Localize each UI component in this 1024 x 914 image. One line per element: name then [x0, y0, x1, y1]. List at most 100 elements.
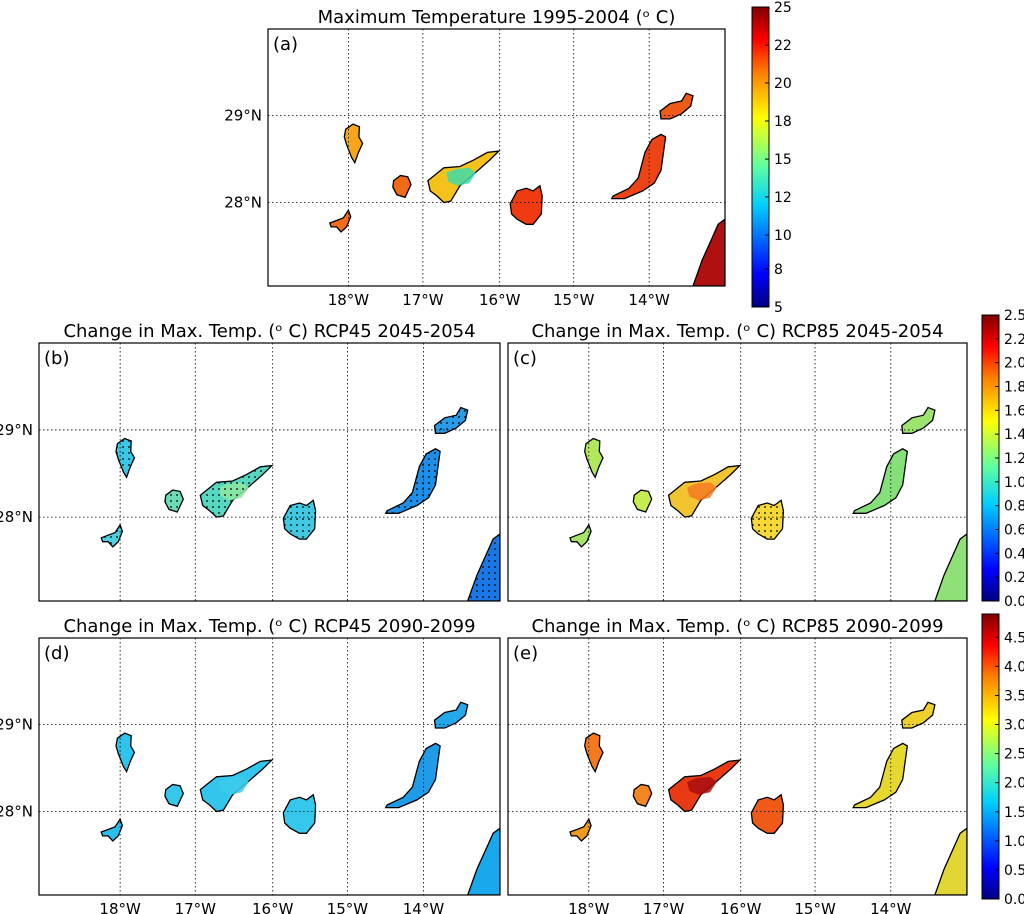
- colorbar-tick-label: 2.5: [1004, 747, 1024, 763]
- panel-title: Change in Max. Temp. (ᵒ C) RCP45 2045-20…: [63, 321, 475, 342]
- island-la-gomera: [632, 489, 653, 513]
- island-fuerteventura: [852, 742, 909, 809]
- significance-stipple: [164, 490, 184, 512]
- island-la-palma: [115, 732, 136, 774]
- island-africa-coast: [692, 218, 725, 286]
- tenerife-peak-region: [218, 776, 249, 795]
- latitude-label: 29°N: [0, 716, 33, 734]
- colorbar-tick-label: 1.0: [1004, 475, 1024, 491]
- colorbar-tick-label: 1.2: [1004, 451, 1024, 467]
- colorbar-tick-label: 12: [774, 190, 792, 206]
- colorbar-tick-label: 5: [774, 300, 783, 316]
- colorbar-tick-label: 0.2: [1004, 570, 1024, 586]
- colorbar-gradient: [981, 613, 1000, 900]
- colorbar-tick-label: 20: [774, 76, 792, 92]
- map-panel-c: Change in Max. Temp. (ᵒ C) RCP85 2045-20…: [507, 321, 968, 602]
- colorbar-tick-label: 4.5: [1004, 630, 1024, 646]
- island-africa-coast: [934, 827, 967, 895]
- colorbar-tick-label: 1.4: [1004, 427, 1024, 443]
- colorbar-tick-label: 22: [774, 38, 792, 54]
- tenerife-peak-region: [687, 482, 717, 501]
- longitude-label: 18°W: [99, 900, 141, 914]
- tenerife-peak-region: [446, 167, 476, 186]
- significance-stipple: [283, 500, 316, 540]
- island-fuerteventura: [610, 133, 667, 200]
- colorbar-bot: 4.5 4.0 3.5 3.0 2.5 2.0 1.5 1.0 0.5 0.0: [981, 613, 1024, 908]
- map-panel-d: Change in Max. Temp. (ᵒ C) RCP45 2090-20…: [0, 616, 501, 914]
- island-la-palma: [343, 123, 364, 165]
- colorbar-tick-label: 1.0: [1004, 834, 1024, 850]
- colorbar-tick-label: 3.0: [1004, 718, 1024, 734]
- longitude-label: 18°W: [328, 291, 370, 309]
- colorbar-tick-label: 3.5: [1004, 688, 1024, 704]
- longitude-label: 16°W: [479, 291, 521, 309]
- panel-letter: (a): [273, 34, 298, 55]
- latitude-label: 29°N: [224, 107, 262, 125]
- longitude-label: 18°W: [568, 900, 610, 914]
- colorbar-top: 25 22 20 18 15 12 10 8 5: [751, 0, 792, 316]
- island-la-gomera: [164, 783, 185, 808]
- panel-title: Maximum Temperature 1995-2004 (ᵒ C): [318, 7, 676, 28]
- colorbar-gradient: [751, 6, 770, 308]
- colorbar-tick-label: 15: [774, 152, 792, 168]
- island-lanzarote: [901, 701, 936, 729]
- island-la-palma: [584, 732, 604, 774]
- colorbar-tick-label: 18: [774, 114, 792, 130]
- colorbar-mid: 2.5 2.2 2.0 1.8 1.6 1.4 1.2 1.0 0.8 0.6 0.4 0.2 0.0: [981, 308, 1024, 610]
- island-la-gomera: [632, 783, 653, 808]
- colorbar-tick-label: 1.6: [1004, 403, 1024, 419]
- colorbar-tick-label: 1.8: [1004, 380, 1024, 396]
- longitude-label: 17°W: [643, 900, 685, 914]
- longitude-label: 17°W: [402, 291, 444, 309]
- colorbar-tick-label: 2.0: [1004, 776, 1024, 792]
- map-panel-e: Change in Max. Temp. (ᵒ C) RCP85 2090-20…: [507, 616, 968, 914]
- colorbar-tick-label: 0.5: [1004, 863, 1024, 879]
- colorbar-tick-label: 25: [774, 0, 792, 16]
- longitude-label: 15°W: [553, 291, 595, 309]
- map-panel-a: Maximum Temperature 1995-2004 (ᵒ C) (a) 29…: [224, 7, 726, 309]
- colorbar-tick-label: 0.4: [1004, 546, 1024, 562]
- latitude-label: 29°N: [0, 421, 33, 439]
- island-la-palma: [584, 437, 604, 479]
- latitude-label: 28°N: [224, 193, 262, 211]
- panel-title: Change in Max. Temp. (ᵒ C) RCP85 2045-20…: [531, 321, 943, 342]
- longitude-label: 14°W: [403, 900, 445, 914]
- colorbar-tick-label: 0.0: [1004, 594, 1024, 610]
- panel-title: Change in Max. Temp. (ᵒ C) RCP45 2090-20…: [63, 616, 475, 637]
- map-frame: [38, 637, 501, 896]
- significance-stipple: [751, 500, 784, 540]
- colorbar-tick-label: 2.0: [1004, 356, 1024, 372]
- colorbar-tick-label: 0.8: [1004, 499, 1024, 515]
- panel-letter: (b): [44, 348, 69, 369]
- significance-stipple: [467, 533, 500, 601]
- significance-stipple: [434, 407, 468, 434]
- island-gran-canaria: [509, 184, 543, 225]
- colorbar-tick-label: 0.6: [1004, 523, 1024, 539]
- colorbar-tick-label: 10: [774, 228, 792, 244]
- island-la-gomera: [392, 174, 412, 199]
- longitude-label: 14°W: [628, 291, 670, 309]
- significance-stipple: [101, 524, 123, 547]
- island-lanzarote: [659, 92, 694, 120]
- island-fuerteventura: [852, 448, 909, 514]
- longitude-label: 16°W: [252, 900, 294, 914]
- island-africa-coast: [467, 827, 500, 895]
- significance-stipple: [385, 448, 441, 514]
- longitude-label: 14°W: [870, 900, 912, 914]
- colorbar-tick-label: 0.0: [1004, 892, 1024, 908]
- colorbar-tick-label: 2.5: [1004, 308, 1024, 324]
- island-gran-canaria: [282, 793, 317, 834]
- map-frame: [267, 28, 726, 287]
- panel-title: Change in Max. Temp. (ᵒ C) RCP85 2090-20…: [531, 616, 943, 637]
- map-frame: [38, 342, 501, 602]
- island-fuerteventura: [384, 742, 441, 809]
- map-frame: [507, 342, 968, 602]
- longitude-label: 17°W: [175, 900, 217, 914]
- tenerife-peak-region: [687, 776, 717, 795]
- colorbar-tick-label: 4.0: [1004, 659, 1024, 675]
- island-lanzarote: [901, 406, 936, 434]
- significance-stipple: [200, 465, 272, 518]
- panel-letter: (e): [513, 643, 538, 664]
- island-gran-canaria: [750, 793, 785, 834]
- longitude-label: 15°W: [794, 900, 836, 914]
